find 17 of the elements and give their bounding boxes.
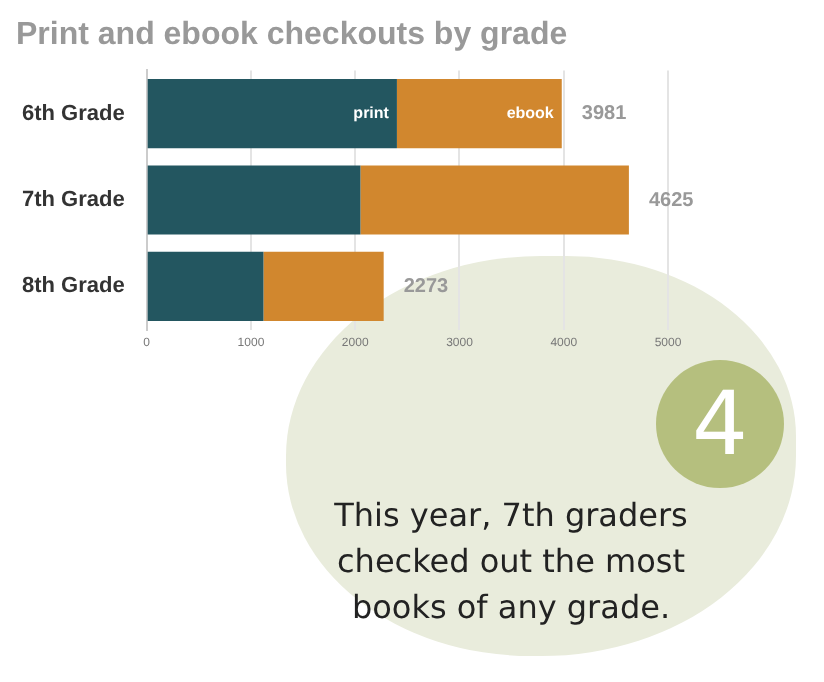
y-tick-label: 6th Grade: [21, 101, 125, 126]
bar: [263, 251, 384, 321]
y-tick-label: 8th Grade: [21, 274, 125, 299]
bar: [396, 79, 562, 149]
chart-title: Print and ebook checkouts by grade: [16, 18, 568, 53]
bar: [147, 165, 361, 235]
total-label: 3981: [581, 103, 628, 126]
series-label: ebook: [506, 104, 555, 123]
total-label: 2273: [403, 275, 450, 298]
bar: [147, 251, 264, 321]
y-tick-label: 7th Grade: [21, 188, 125, 213]
text: This year, 7th graders checked out the most books of any grade.: [332, 494, 690, 630]
total-label: 4625: [648, 189, 695, 212]
series-label: print: [353, 104, 390, 123]
text: 4: [656, 360, 784, 488]
bar: [360, 165, 629, 235]
bar: [147, 79, 397, 149]
